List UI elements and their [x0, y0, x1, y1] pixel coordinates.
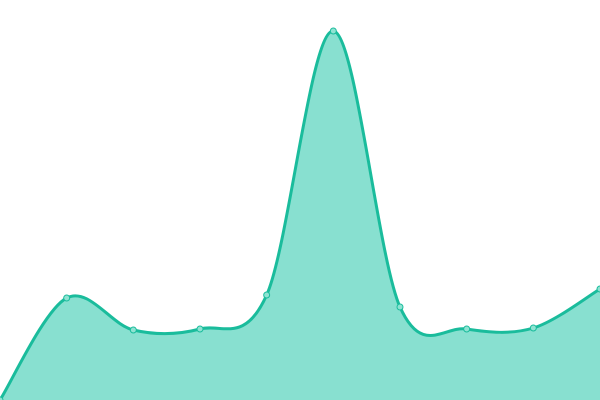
- data-point-7: [463, 325, 471, 333]
- data-point-2: [129, 326, 137, 334]
- data-point-3: [196, 325, 204, 333]
- data-point-1: [63, 294, 71, 302]
- data-point-4: [263, 291, 271, 299]
- area-fill: [0, 30, 600, 400]
- data-point-0: [0, 396, 4, 400]
- data-point-6: [396, 303, 404, 311]
- data-point-8: [529, 324, 537, 332]
- data-points: [0, 27, 600, 400]
- data-point-5: [329, 27, 337, 35]
- data-point-9: [596, 285, 600, 293]
